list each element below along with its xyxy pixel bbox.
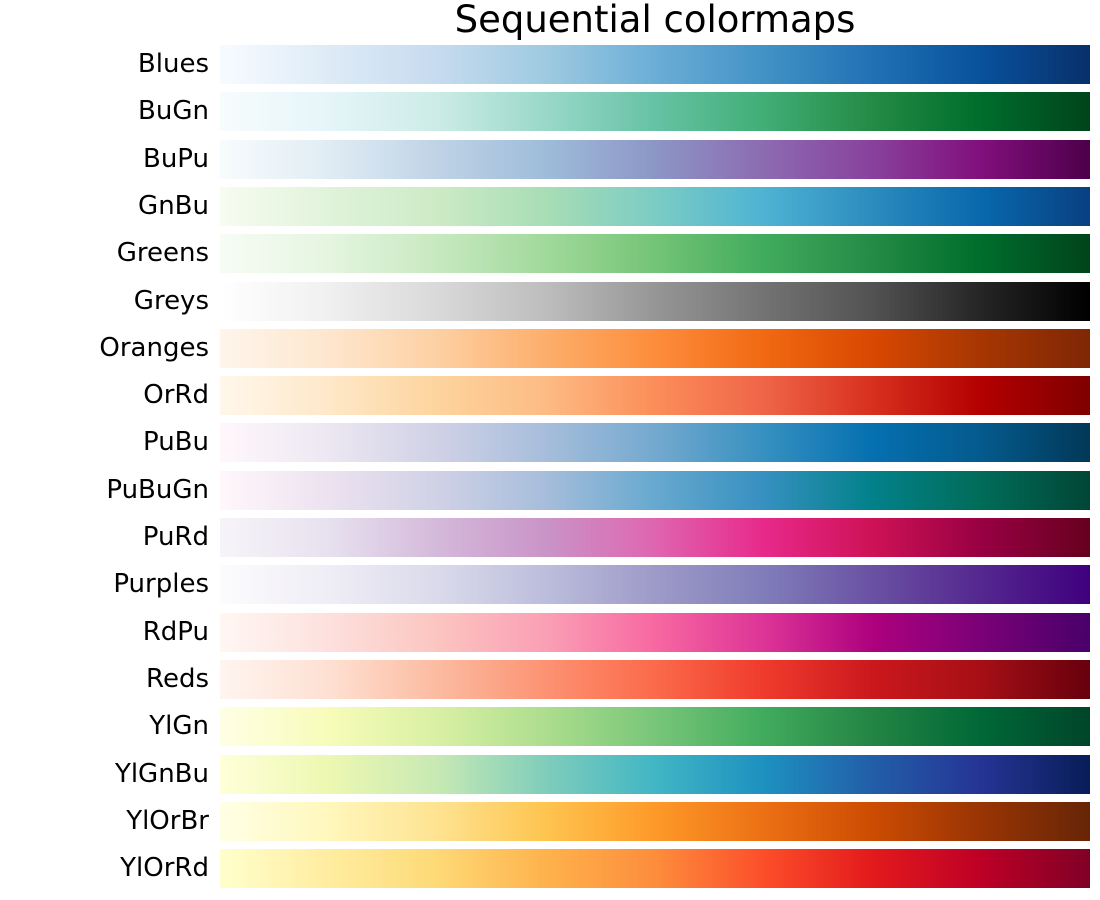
colormap-gradient-bar bbox=[220, 281, 1090, 321]
colormap-label: Greys bbox=[133, 285, 209, 316]
colormap-row-greens: Greens bbox=[0, 234, 1100, 274]
colormap-row-rdpu: RdPu bbox=[0, 612, 1100, 652]
colormap-gradient-bar bbox=[220, 754, 1090, 794]
colormap-gradient-bar bbox=[220, 707, 1090, 747]
colormap-label: YlOrRd bbox=[120, 853, 209, 884]
colormap-label: BuPu bbox=[142, 143, 209, 174]
colormap-label: Blues bbox=[137, 49, 209, 79]
colormap-row-reds: Reds bbox=[0, 659, 1100, 699]
colormap-gradient-bar bbox=[220, 518, 1090, 557]
colormap-gradient-bar bbox=[220, 801, 1090, 841]
colormap-row-greys: Greys bbox=[0, 281, 1100, 321]
colormap-row-ylgnbu: YlGnBu bbox=[0, 754, 1100, 794]
colormap-row-blues: Blues bbox=[0, 45, 1100, 84]
colormap-gradient-bar bbox=[220, 139, 1090, 179]
colormap-label: GnBu bbox=[138, 190, 209, 221]
colormap-label: PuBu bbox=[142, 427, 209, 458]
colormap-gradient-bar bbox=[220, 423, 1090, 463]
colormap-label: YlGnBu bbox=[114, 758, 209, 789]
colormap-gradient-bar bbox=[220, 234, 1090, 274]
colormap-row-ylorbr: YlOrBr bbox=[0, 801, 1100, 841]
colormap-row-bupu: BuPu bbox=[0, 139, 1100, 179]
colormap-gradient-bar bbox=[220, 92, 1090, 132]
colormap-row-purples: Purples bbox=[0, 565, 1100, 605]
colormap-label: YlGn bbox=[149, 711, 209, 742]
colormap-label: Oranges bbox=[99, 332, 209, 363]
colormap-label: PuBuGn bbox=[106, 474, 209, 505]
colormap-gradient-bar bbox=[220, 565, 1090, 605]
colormap-label: PuRd bbox=[142, 522, 209, 552]
colormap-label: RdPu bbox=[142, 616, 209, 647]
colormap-gradient-bar bbox=[220, 470, 1090, 510]
colormap-gradient-bar bbox=[220, 376, 1090, 416]
colormap-row-pubu: PuBu bbox=[0, 423, 1100, 463]
colormap-gradient-bar bbox=[220, 45, 1090, 84]
colormap-row-pubugn: PuBuGn bbox=[0, 470, 1100, 510]
colormap-gradient-bar bbox=[220, 186, 1090, 226]
colormap-label: BuGn bbox=[138, 96, 209, 127]
colormap-row-ylgn: YlGn bbox=[0, 707, 1100, 747]
colormap-row-ylorrd: YlOrRd bbox=[0, 849, 1100, 889]
colormap-label: YlOrBr bbox=[126, 805, 209, 836]
colormap-row-purd: PuRd bbox=[0, 518, 1100, 557]
colormap-label: Reds bbox=[146, 663, 209, 694]
colormap-row-oranges: Oranges bbox=[0, 328, 1100, 368]
colormap-gradient-bar bbox=[220, 849, 1090, 889]
colormap-label: Greens bbox=[116, 238, 209, 269]
colormap-row-gnbu: GnBu bbox=[0, 186, 1100, 226]
colormap-label: OrRd bbox=[143, 380, 209, 411]
colormap-gradient-bar bbox=[220, 659, 1090, 699]
colormap-row-orrd: OrRd bbox=[0, 376, 1100, 416]
colormap-gradient-bar bbox=[220, 328, 1090, 368]
colormap-gradient-bar bbox=[220, 612, 1090, 652]
colormap-row-bugn: BuGn bbox=[0, 92, 1100, 132]
colormap-label: Purples bbox=[113, 569, 209, 600]
chart-title: Sequential colormaps bbox=[454, 0, 856, 41]
